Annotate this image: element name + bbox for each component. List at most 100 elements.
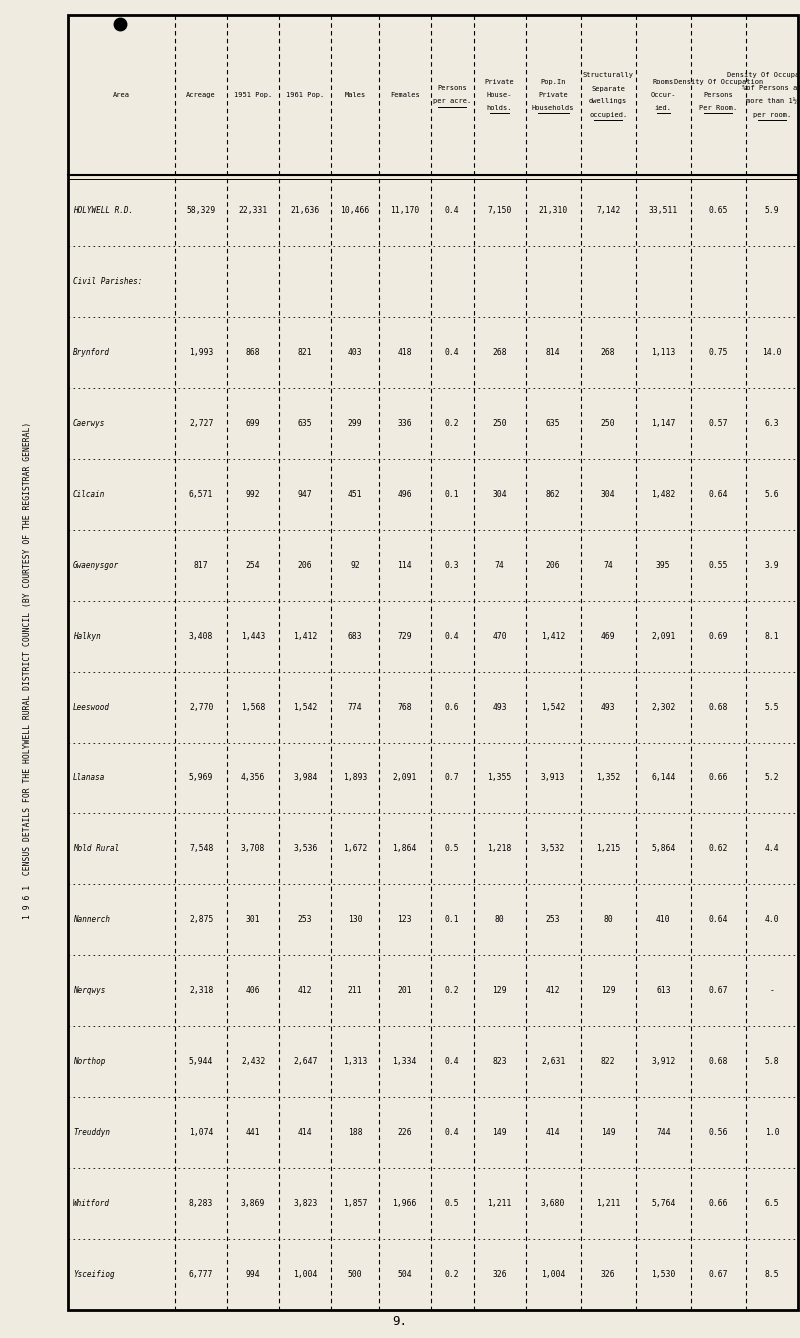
Text: 9.: 9.: [393, 1315, 407, 1329]
Text: 8.1: 8.1: [765, 632, 779, 641]
Text: 469: 469: [601, 632, 615, 641]
Text: 4,356: 4,356: [241, 773, 266, 783]
Text: 301: 301: [246, 915, 261, 925]
Text: 1,004: 1,004: [541, 1270, 566, 1279]
Text: %of Persons at: %of Persons at: [742, 86, 800, 91]
Text: 304: 304: [492, 490, 507, 499]
Text: 1,211: 1,211: [596, 1199, 621, 1208]
Text: 3,536: 3,536: [293, 844, 318, 854]
Text: 0.4: 0.4: [445, 1057, 459, 1066]
Text: 823: 823: [492, 1057, 507, 1066]
Text: Nannerch: Nannerch: [73, 915, 110, 925]
Text: Per Room.: Per Room.: [699, 104, 738, 111]
Text: 3,680: 3,680: [541, 1199, 566, 1208]
Text: 2,318: 2,318: [189, 986, 214, 995]
Text: 0.64: 0.64: [709, 490, 728, 499]
Text: 1,412: 1,412: [293, 632, 318, 641]
Text: 14.0: 14.0: [762, 348, 782, 357]
Text: Persons: Persons: [703, 92, 734, 98]
Text: 1,993: 1,993: [189, 348, 214, 357]
Text: 0.2: 0.2: [445, 1270, 459, 1279]
Text: 0.69: 0.69: [709, 632, 728, 641]
Text: 418: 418: [398, 348, 412, 357]
Text: 10,466: 10,466: [340, 206, 370, 215]
Text: 299: 299: [348, 419, 362, 428]
Text: 2,091: 2,091: [651, 632, 675, 641]
Text: Pop.In: Pop.In: [540, 79, 566, 86]
Text: 6,144: 6,144: [651, 773, 675, 783]
Text: 493: 493: [492, 702, 507, 712]
Text: 2,432: 2,432: [241, 1057, 266, 1066]
Text: 0.56: 0.56: [709, 1128, 728, 1137]
Text: 1 9 6 1  CENSUS DETAILS FOR THE HOLYWELL RURAL DISTRICT COUNCIL (BY COURTESY OF : 1 9 6 1 CENSUS DETAILS FOR THE HOLYWELL …: [23, 421, 33, 919]
Text: 1,113: 1,113: [651, 348, 675, 357]
Text: 0.65: 0.65: [709, 206, 728, 215]
Text: Females: Females: [390, 92, 419, 98]
Text: Private: Private: [538, 92, 568, 98]
Text: 2,647: 2,647: [293, 1057, 318, 1066]
Text: 1,004: 1,004: [293, 1270, 318, 1279]
Text: 699: 699: [246, 419, 261, 428]
Text: 1,893: 1,893: [342, 773, 367, 783]
Text: 0.67: 0.67: [709, 986, 728, 995]
Text: 744: 744: [656, 1128, 670, 1137]
Text: Gwaenysgor: Gwaenysgor: [73, 561, 119, 570]
Text: holds.: holds.: [487, 104, 512, 111]
Text: 5.9: 5.9: [765, 206, 779, 215]
Text: Halkyn: Halkyn: [73, 632, 101, 641]
Text: House-: House-: [487, 92, 512, 98]
Text: 2,875: 2,875: [189, 915, 214, 925]
Text: 0.4: 0.4: [445, 632, 459, 641]
Text: 1,672: 1,672: [342, 844, 367, 854]
Text: 92: 92: [350, 561, 360, 570]
Text: 58,329: 58,329: [186, 206, 216, 215]
Text: 5.2: 5.2: [765, 773, 779, 783]
Text: 2,302: 2,302: [651, 702, 675, 712]
Text: 74: 74: [603, 561, 613, 570]
Text: 21,310: 21,310: [538, 206, 568, 215]
Text: 5,969: 5,969: [189, 773, 214, 783]
Text: ied.: ied.: [655, 104, 672, 111]
Text: 1,966: 1,966: [393, 1199, 417, 1208]
Text: 0.4: 0.4: [445, 348, 459, 357]
Text: 11,170: 11,170: [390, 206, 419, 215]
Text: occupied.: occupied.: [589, 111, 627, 118]
Text: 768: 768: [398, 702, 412, 712]
Text: 254: 254: [246, 561, 261, 570]
Text: Rooms: Rooms: [653, 79, 674, 86]
Text: 1,352: 1,352: [596, 773, 621, 783]
Text: 226: 226: [398, 1128, 412, 1137]
Text: 129: 129: [492, 986, 507, 995]
Text: 268: 268: [601, 348, 615, 357]
Text: Cilcain: Cilcain: [73, 490, 106, 499]
Text: 412: 412: [298, 986, 313, 995]
Text: 410: 410: [656, 915, 670, 925]
Text: 406: 406: [246, 986, 261, 995]
Text: 206: 206: [298, 561, 313, 570]
Text: 0.1: 0.1: [445, 490, 459, 499]
Text: 0.68: 0.68: [709, 702, 728, 712]
Text: 862: 862: [546, 490, 561, 499]
Text: 5.6: 5.6: [765, 490, 779, 499]
Text: 123: 123: [398, 915, 412, 925]
Text: 1951 Pop.: 1951 Pop.: [234, 92, 272, 98]
Text: 817: 817: [194, 561, 209, 570]
Text: Density Of Occupation: Density Of Occupation: [727, 72, 800, 79]
Text: 821: 821: [298, 348, 313, 357]
Text: 0.2: 0.2: [445, 986, 459, 995]
Text: 1,864: 1,864: [393, 844, 417, 854]
Text: 496: 496: [398, 490, 412, 499]
Text: 0.4: 0.4: [445, 1128, 459, 1137]
Text: Persons: Persons: [438, 86, 467, 91]
Text: 250: 250: [601, 419, 615, 428]
Text: 0.68: 0.68: [709, 1057, 728, 1066]
Text: 412: 412: [546, 986, 561, 995]
Text: per room.: per room.: [753, 111, 791, 118]
Text: Ysceifiog: Ysceifiog: [73, 1270, 114, 1279]
Text: 470: 470: [492, 632, 507, 641]
Text: 3,912: 3,912: [651, 1057, 675, 1066]
Text: 1.0: 1.0: [765, 1128, 779, 1137]
Text: 22,331: 22,331: [238, 206, 268, 215]
Text: 1,218: 1,218: [487, 844, 512, 854]
Text: HOLYWELL R.D.: HOLYWELL R.D.: [73, 206, 133, 215]
